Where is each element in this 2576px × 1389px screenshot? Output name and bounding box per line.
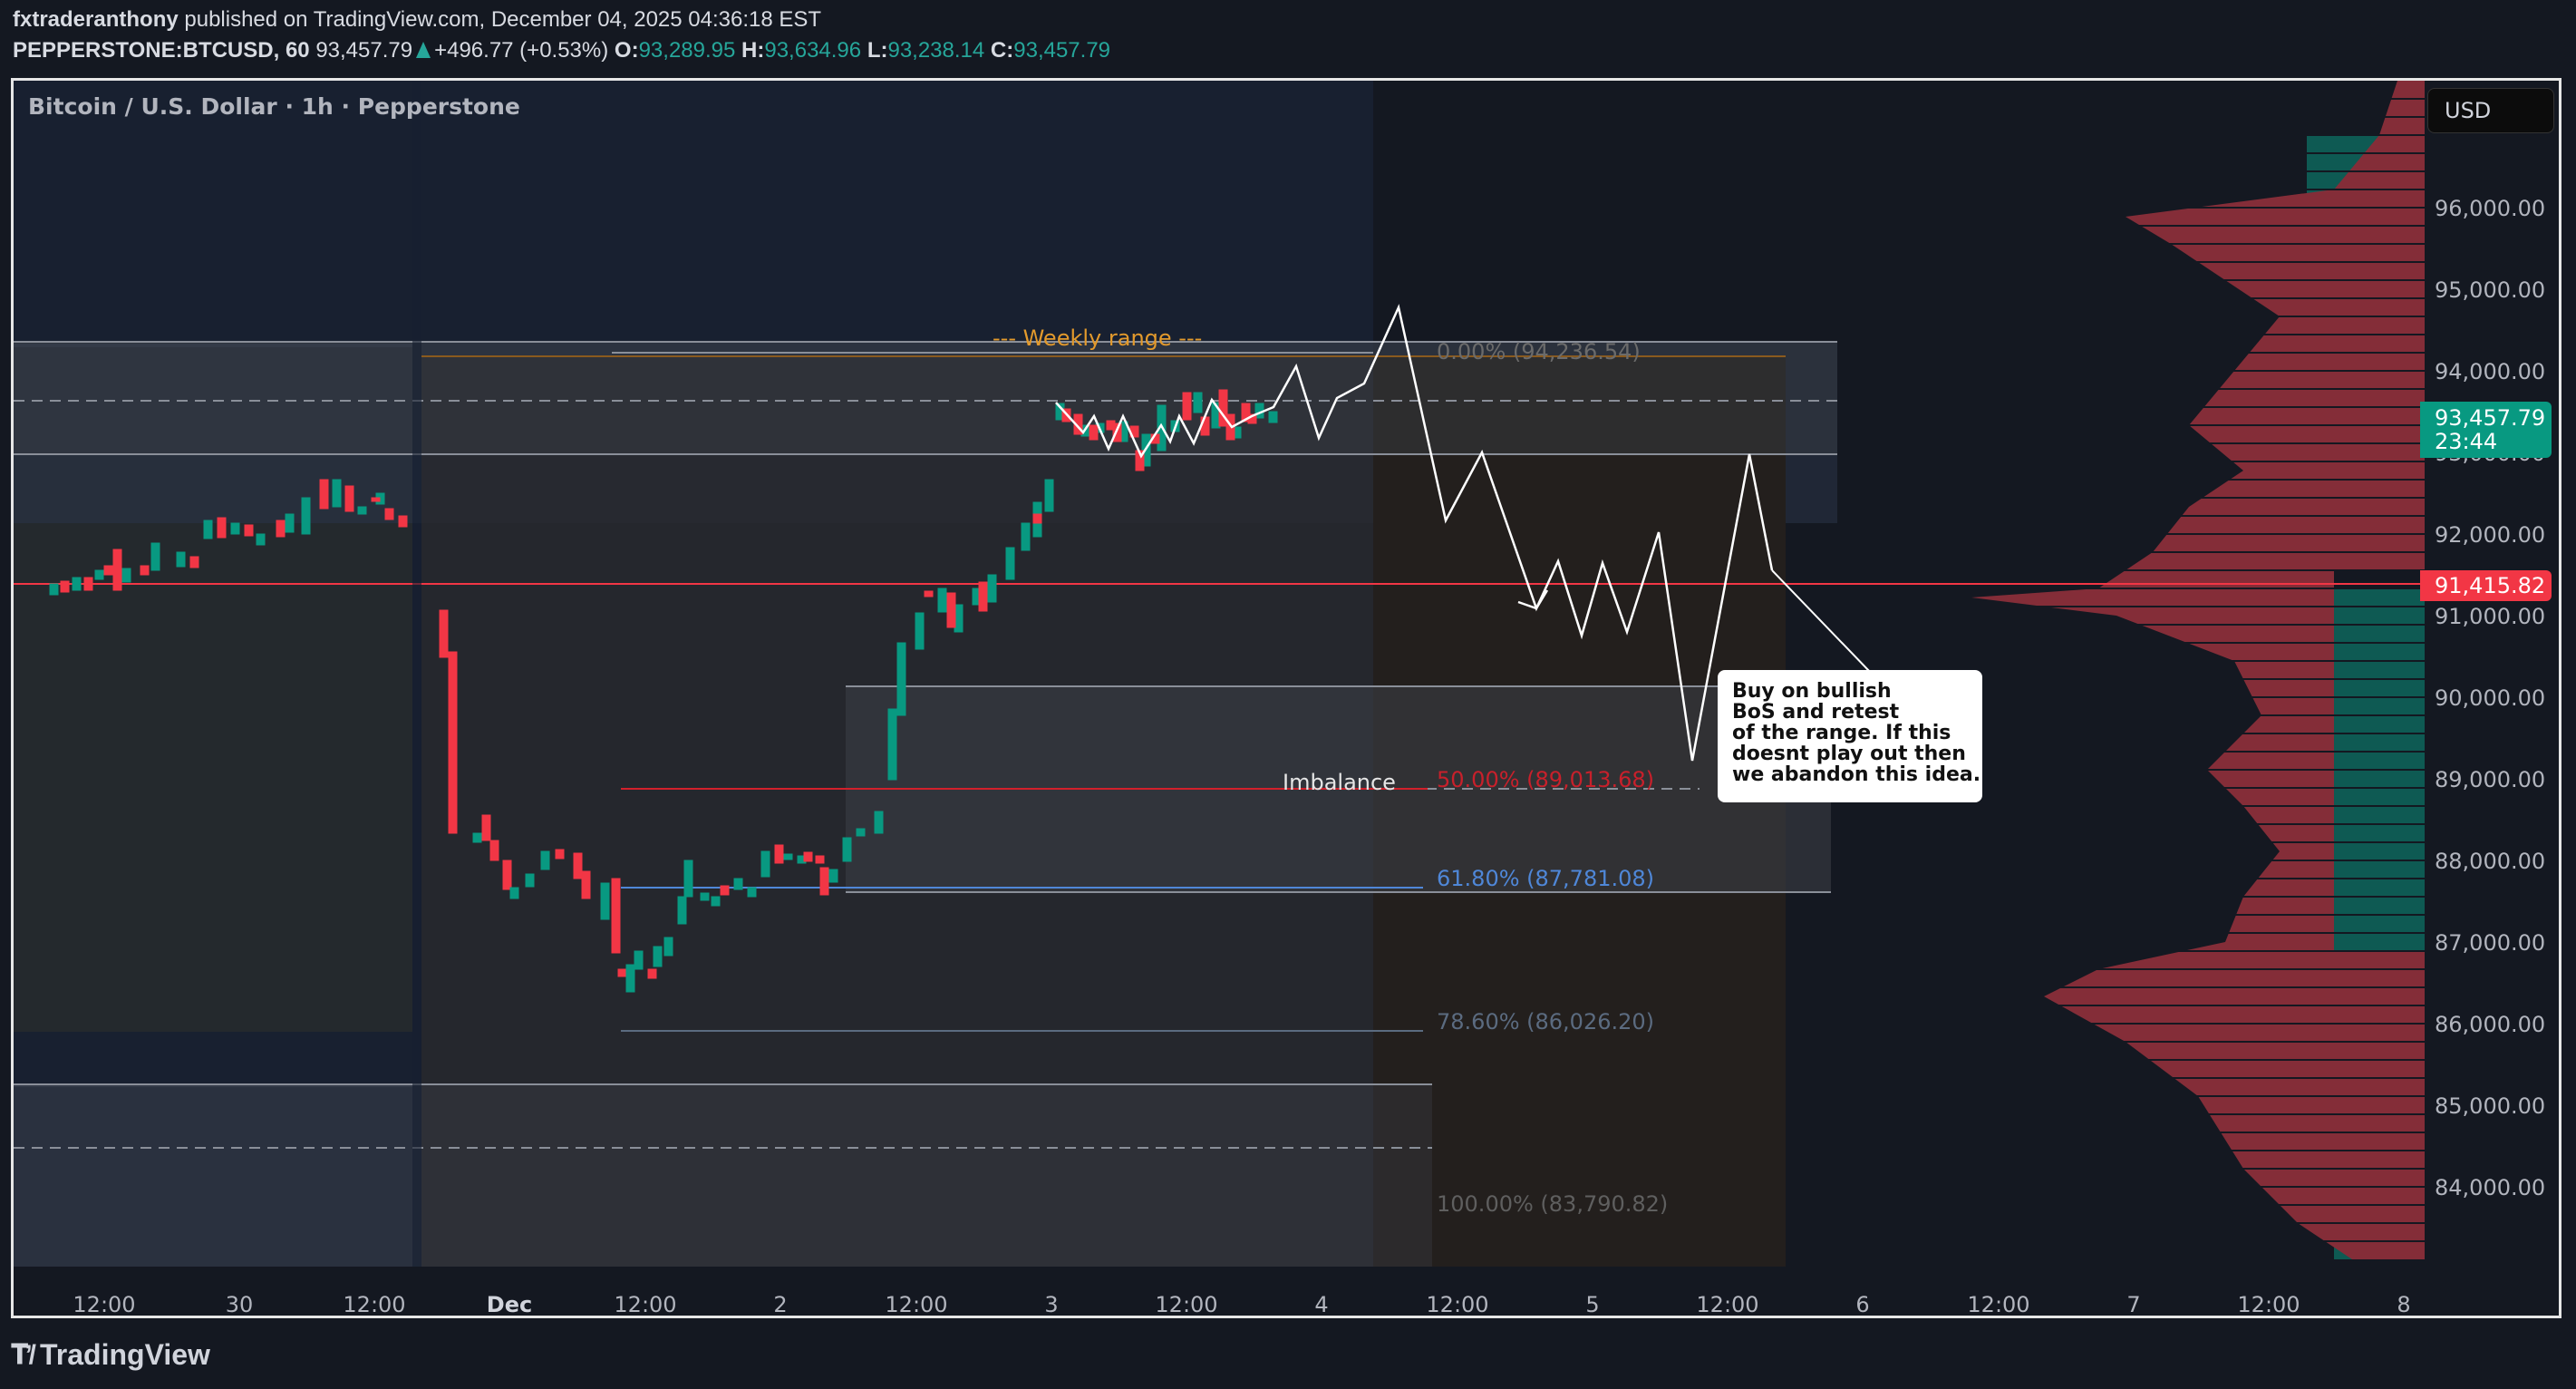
close-value: 93,457.79: [1013, 38, 1111, 63]
price-label: 95,000.00: [2435, 277, 2546, 303]
candles: [49, 389, 1278, 993]
price-label: 92,000.00: [2435, 522, 2546, 548]
time-label: 12:00: [614, 1292, 677, 1317]
time-label: 6: [1855, 1292, 1870, 1317]
time-label: 12:00: [1696, 1292, 1759, 1317]
time-label: Dec: [486, 1292, 533, 1317]
price-label: 94,000.00: [2435, 359, 2546, 384]
time-label: 30: [225, 1292, 254, 1317]
price-label: 90,000.00: [2435, 685, 2546, 711]
chart-symbol-title: Bitcoin / U.S. Dollar · 1h · Pepperstone: [28, 93, 520, 120]
symbol-info-bar: PEPPERSTONE:BTCUSD, 60 93,457.79 +496.77 …: [13, 38, 1110, 63]
time-label: 12:00: [343, 1292, 406, 1317]
open-value: 93,289.95: [638, 38, 736, 63]
price-label: 86,000.00: [2435, 1012, 2546, 1037]
up-arrow-icon: [416, 42, 431, 58]
publish-text: published on TradingView.com, December 0…: [184, 7, 822, 32]
tradingview-logo[interactable]: 𝐓’/ TradingView: [11, 1338, 210, 1372]
note-line: Buy on bullish: [1732, 680, 1892, 703]
time-label: 7: [2126, 1292, 2141, 1317]
note-line: doesnt play out then: [1732, 743, 1966, 765]
currency-button[interactable]: USD: [2427, 88, 2554, 133]
fib-level-50: 50.00% (89,013.68): [1437, 767, 1655, 792]
time-label: 3: [1044, 1292, 1059, 1317]
high-label: H:: [741, 38, 765, 63]
fib-level-618: 61.80% (87,781.08): [1437, 866, 1655, 891]
time-label: 2: [773, 1292, 788, 1317]
tradingview-logo-icon: 𝐓’/: [11, 1339, 36, 1370]
bar-countdown: 23:44: [2435, 429, 2498, 454]
fib-level-100: 100.00% (83,790.82): [1437, 1191, 1669, 1217]
time-label: 12:00: [885, 1292, 948, 1317]
low-value: 93,238.14: [887, 38, 985, 63]
imbalance-label: Imbalance: [1283, 770, 1396, 795]
price-label: 85,000.00: [2435, 1093, 2546, 1119]
fib-level-786: 78.60% (86,026.20): [1437, 1009, 1655, 1034]
time-label: 4: [1314, 1292, 1329, 1317]
author-name[interactable]: fxtraderanthony: [13, 7, 179, 32]
last-price-tag: 93,457.79 23:44: [2420, 402, 2552, 458]
note-line: we abandon this idea.: [1732, 763, 1981, 786]
note-line: BoS and retest: [1732, 701, 1900, 724]
price-label: 88,000.00: [2435, 849, 2546, 874]
publish-info: fxtraderanthony published on TradingView…: [13, 7, 821, 33]
weekly-range-label: --- Weekly range ---: [993, 325, 1203, 351]
time-label: 8: [2397, 1292, 2411, 1317]
price-label: 89,000.00: [2435, 767, 2546, 792]
time-label: 12:00: [1155, 1292, 1218, 1317]
price-label: 87,000.00: [2435, 930, 2546, 956]
open-label: O:: [614, 38, 639, 63]
last-price: 93,457.79: [315, 38, 413, 63]
high-value: 93,634.96: [764, 38, 862, 63]
note-line: of the range. If this: [1732, 722, 1951, 744]
price-label: 91,000.00: [2435, 604, 2546, 629]
price-change: +496.77 (+0.53%): [434, 38, 609, 63]
price-label: 84,000.00: [2435, 1175, 2546, 1200]
time-label: 12:00: [2237, 1292, 2300, 1317]
level-price-tag: 91,415.82: [2420, 570, 2552, 601]
price-chart-canvas[interactable]: [14, 81, 2559, 1316]
volume-profile: [1962, 81, 2425, 1259]
chart-frame[interactable]: Bitcoin / U.S. Dollar · 1h · Pepperstone…: [11, 78, 2561, 1318]
symbol-name: PEPPERSTONE:BTCUSD, 60: [13, 38, 310, 63]
time-label: 12:00: [1967, 1292, 2030, 1317]
fib-level-0: 0.00% (94,236.54): [1437, 339, 1641, 364]
low-label: L:: [867, 38, 888, 63]
time-label: 5: [1585, 1292, 1600, 1317]
time-label: 12:00: [1426, 1292, 1489, 1317]
brand-name: TradingView: [40, 1338, 210, 1371]
close-label: C:: [990, 38, 1014, 63]
last-price-tag-value: 93,457.79: [2435, 405, 2546, 431]
time-label: 12:00: [73, 1292, 136, 1317]
trade-idea-note[interactable]: Buy on bullish BoS and retest of the ran…: [1718, 670, 1982, 802]
price-label: 96,000.00: [2435, 196, 2546, 221]
